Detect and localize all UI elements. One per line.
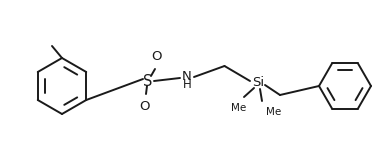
Text: O: O bbox=[140, 100, 150, 113]
Text: Si: Si bbox=[252, 76, 264, 90]
Text: N: N bbox=[182, 71, 192, 83]
Text: H: H bbox=[183, 78, 191, 92]
Text: Me: Me bbox=[231, 103, 247, 113]
Text: S: S bbox=[143, 74, 153, 89]
Text: Me: Me bbox=[266, 107, 281, 117]
Text: O: O bbox=[151, 50, 161, 63]
